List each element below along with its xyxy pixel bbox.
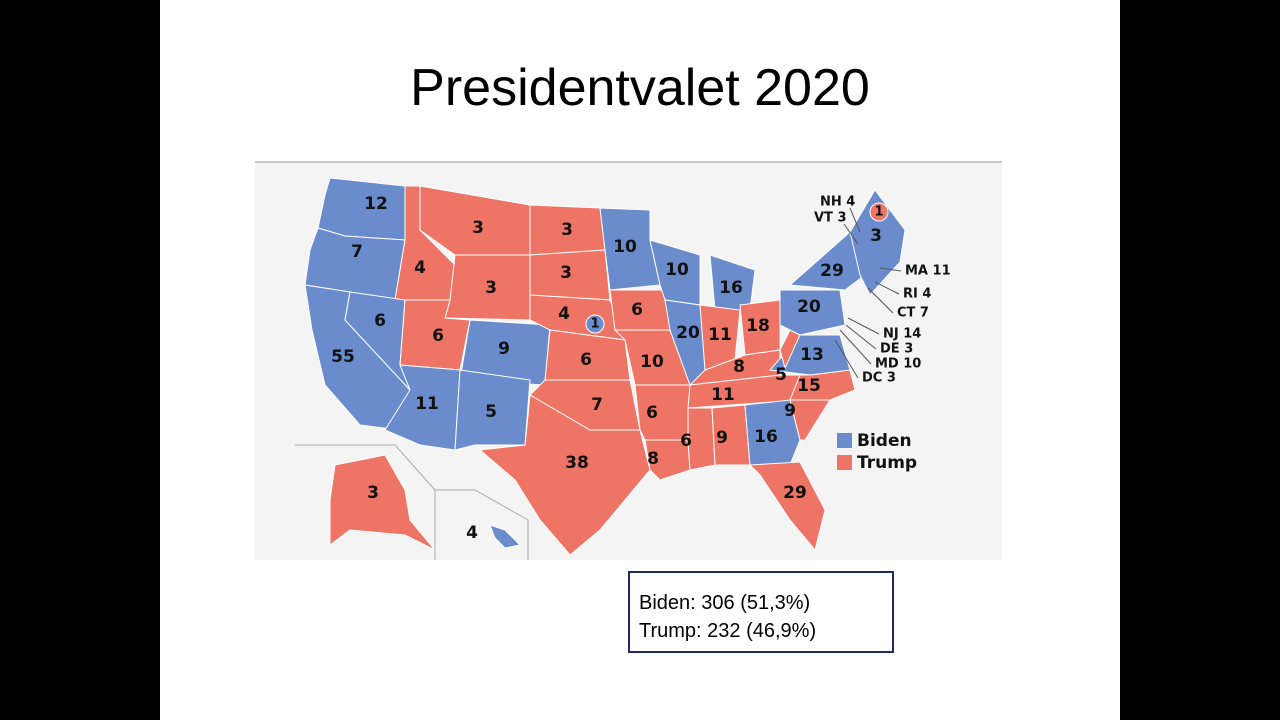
state-votes: 12 bbox=[364, 194, 388, 214]
state-votes: 13 bbox=[800, 345, 824, 365]
legend-swatch bbox=[837, 455, 852, 470]
state-votes: 1 bbox=[874, 205, 883, 220]
state-votes: 3 bbox=[560, 263, 572, 283]
states bbox=[304, 177, 906, 556]
callout-label: MA 11 bbox=[905, 264, 951, 279]
state-votes: 4 bbox=[558, 304, 570, 324]
state-votes: 15 bbox=[797, 376, 821, 396]
inset-border bbox=[435, 489, 529, 560]
state-votes: 11 bbox=[415, 394, 439, 414]
state-votes: 6 bbox=[680, 431, 692, 451]
legend-label: Trump bbox=[857, 453, 917, 473]
callout-label: DC 3 bbox=[862, 371, 896, 386]
state-votes: 3 bbox=[561, 220, 573, 240]
state-votes: 4 bbox=[414, 258, 426, 278]
callout-label: MD 10 bbox=[875, 357, 921, 372]
state-votes: 3 bbox=[367, 483, 379, 503]
callout-line bbox=[879, 267, 902, 272]
state-votes: 55 bbox=[331, 347, 355, 367]
callout-label: VT 3 bbox=[814, 211, 847, 226]
callout-line bbox=[874, 281, 900, 295]
state-votes: 4 bbox=[466, 523, 478, 543]
summary-box: Biden: 306 (51,3%) Trump: 232 (46,9%) bbox=[628, 571, 894, 653]
state-votes: 8 bbox=[647, 449, 659, 469]
state-votes: 20 bbox=[676, 323, 700, 343]
callout-label: NJ 14 bbox=[883, 327, 921, 342]
state-votes: 9 bbox=[784, 401, 796, 421]
state-votes: 6 bbox=[432, 326, 444, 346]
inset-border bbox=[295, 444, 436, 560]
callout-line bbox=[849, 207, 861, 233]
state-votes: 3 bbox=[870, 226, 882, 246]
callout-line bbox=[839, 329, 872, 365]
callout-label: DE 3 bbox=[880, 342, 913, 357]
state-votes: 3 bbox=[472, 218, 484, 238]
callout-label: RI 4 bbox=[903, 287, 931, 302]
state-votes: 6 bbox=[646, 403, 658, 423]
callout-label: CT 7 bbox=[897, 306, 929, 321]
state-votes: 5 bbox=[775, 365, 787, 385]
state-votes: 16 bbox=[719, 278, 743, 298]
state-votes: 11 bbox=[711, 385, 735, 405]
state-votes: 7 bbox=[351, 242, 363, 262]
state-votes: 3 bbox=[485, 278, 497, 298]
state-votes: 8 bbox=[733, 357, 745, 377]
state-votes: 7 bbox=[591, 395, 603, 415]
state-votes: 38 bbox=[565, 453, 589, 473]
state-votes: 20 bbox=[797, 297, 821, 317]
callout-line bbox=[847, 317, 880, 335]
callout-line bbox=[843, 223, 859, 245]
summary-line: Biden: 306 (51,3%) bbox=[639, 592, 811, 614]
legend-swatch bbox=[837, 433, 852, 448]
callout-line bbox=[845, 324, 877, 350]
state-votes: 9 bbox=[498, 339, 510, 359]
callout-label: NH 4 bbox=[820, 195, 855, 210]
state-votes: 10 bbox=[665, 260, 689, 280]
callout-line bbox=[834, 339, 859, 379]
summary-line: Trump: 232 (46,9%) bbox=[639, 620, 817, 642]
state-votes: 11 bbox=[708, 325, 732, 345]
state-votes: 10 bbox=[613, 237, 637, 257]
callout-line bbox=[867, 287, 894, 314]
legend-label: Biden bbox=[857, 431, 912, 451]
state-votes: 1 bbox=[590, 317, 599, 332]
state-votes: 10 bbox=[640, 352, 664, 372]
state-votes: 6 bbox=[631, 300, 643, 320]
state-votes: 29 bbox=[783, 483, 807, 503]
state-votes: 9 bbox=[716, 428, 728, 448]
state-votes: 6 bbox=[580, 350, 592, 370]
state-votes: 16 bbox=[754, 427, 778, 447]
state-votes: 6 bbox=[374, 311, 386, 331]
state-votes: 29 bbox=[820, 261, 844, 281]
state-votes: 5 bbox=[485, 402, 497, 422]
state-votes: 18 bbox=[746, 316, 770, 336]
slide-title: Presidentvalet 2020 bbox=[410, 59, 870, 117]
